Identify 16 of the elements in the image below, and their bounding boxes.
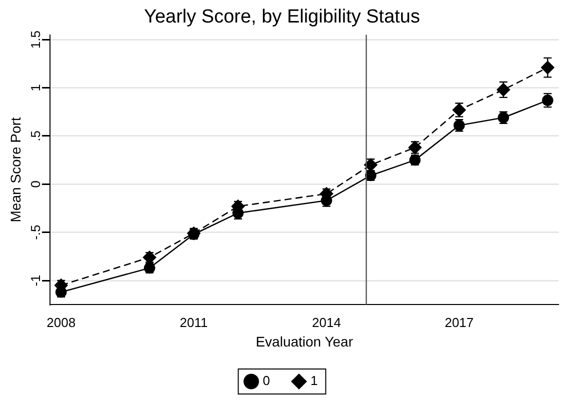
x-tick-label: 2017 [444, 314, 474, 330]
legend-label: 1 [310, 373, 318, 388]
x-tick-label: 2014 [312, 314, 341, 330]
legend-label: 0 [262, 373, 270, 388]
x-tick-label: 2008 [46, 314, 76, 330]
x-axis-title: Evaluation Year [256, 333, 354, 350]
y-tick-label: -1 [28, 274, 44, 286]
y-tick-label: .5 [28, 130, 44, 142]
point [540, 60, 554, 74]
chart-title: Yearly Score, by Eligibility Status [144, 6, 420, 28]
y-tick-label: 1.5 [28, 30, 44, 49]
y-axis-title: Mean Score Port [7, 117, 24, 222]
y-tick-label: 1 [28, 84, 44, 92]
y-tick-label: 0 [28, 180, 44, 188]
y-tick-label: -.5 [28, 224, 44, 240]
x-tick-label: 2011 [180, 314, 208, 330]
